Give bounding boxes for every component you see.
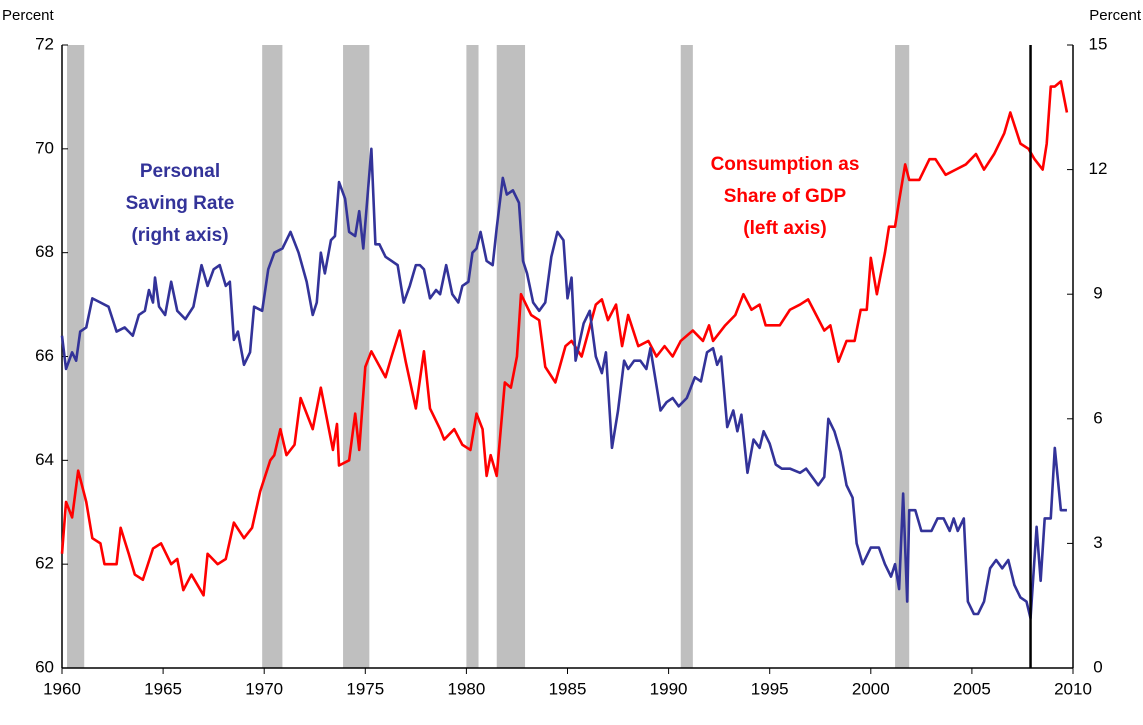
- x-tick-label: 2005: [953, 679, 991, 698]
- y2-tick-label: 0: [1093, 657, 1102, 676]
- x-tick-label: 2010: [1054, 679, 1092, 698]
- series-line: [60, 147, 1067, 620]
- x-tick-label: 1975: [346, 679, 384, 698]
- y2-tick-label: 9: [1093, 284, 1102, 303]
- x-tick-label: 1995: [751, 679, 789, 698]
- right-axis-label: Percent: [1089, 7, 1142, 24]
- y2-tick-label: 12: [1089, 159, 1108, 178]
- annotation: Saving Rate: [126, 193, 235, 214]
- left-axis-label: Percent: [2, 7, 55, 24]
- annotation: Share of GDP: [724, 186, 847, 207]
- x-tick-label: 1965: [144, 679, 182, 698]
- x-tick-label: 1960: [43, 679, 81, 698]
- y2-tick-label: 6: [1093, 408, 1102, 427]
- x-tick-label: 1980: [447, 679, 485, 698]
- annotation: Consumption as: [711, 154, 860, 175]
- y-tick-label: 68: [35, 242, 54, 261]
- y-tick-label: 66: [35, 346, 54, 365]
- y-tick-label: 72: [35, 34, 54, 53]
- recession-band: [466, 45, 479, 668]
- y-tick-label: 64: [35, 450, 54, 469]
- y2-tick-label: 3: [1093, 533, 1102, 552]
- annotation: (right axis): [131, 225, 228, 246]
- recession-band: [680, 45, 693, 668]
- recession-band: [343, 45, 370, 668]
- y2-tick-label: 15: [1089, 34, 1108, 53]
- recession-band: [262, 45, 283, 668]
- annotation: (left axis): [743, 218, 826, 239]
- x-tick-label: 2000: [852, 679, 890, 698]
- x-tick-label: 1990: [650, 679, 688, 698]
- x-tick-label: 1985: [549, 679, 587, 698]
- annotation: Personal: [140, 161, 220, 182]
- x-tick-label: 1970: [245, 679, 283, 698]
- y-tick-label: 62: [35, 554, 54, 573]
- series-line: [60, 80, 1069, 597]
- recession-band: [496, 45, 526, 668]
- y-tick-label: 60: [35, 657, 54, 676]
- y-tick-label: 70: [35, 138, 54, 157]
